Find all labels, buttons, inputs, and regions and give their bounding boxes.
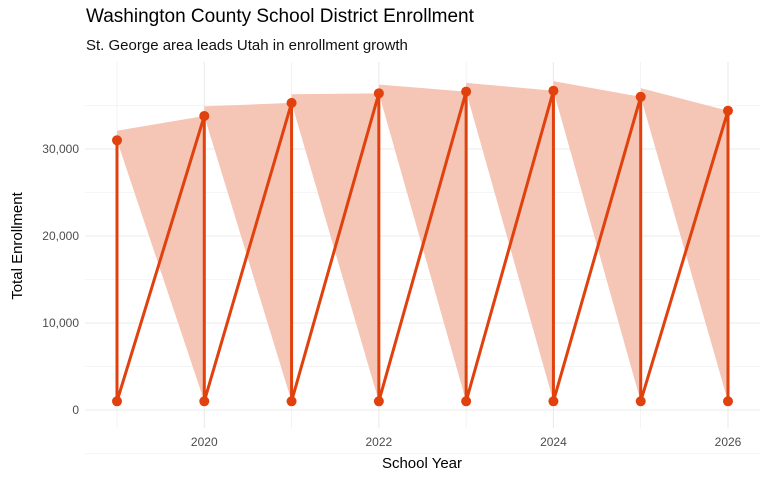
y-tick-label: 30,000 <box>42 142 79 156</box>
y-tick-label: 10,000 <box>42 316 79 330</box>
data-point-top <box>112 135 122 146</box>
y-tick-label: 20,000 <box>42 229 79 243</box>
data-point-bottom <box>723 396 733 407</box>
chart-subtitle: St. George area leads Utah in enrollment… <box>86 37 408 54</box>
ribbon-segment <box>640 88 728 402</box>
x-axis-title: School Year <box>382 455 462 472</box>
data-point-top <box>199 110 210 121</box>
y-tick-label: 0 <box>72 403 79 417</box>
data-point-top <box>723 105 733 116</box>
data-point-bottom <box>112 396 122 407</box>
ribbon-segment <box>553 81 641 402</box>
data-point-bottom <box>548 396 559 407</box>
data-point-top <box>373 88 384 99</box>
data-point-bottom <box>635 396 646 407</box>
data-point-bottom <box>461 396 472 407</box>
data-point-top <box>635 91 646 102</box>
y-axis-title: Total Enrollment <box>9 191 26 299</box>
x-tick-label: 2026 <box>715 435 742 449</box>
data-point-bottom <box>286 396 297 407</box>
data-point-bottom <box>199 396 210 407</box>
x-tick-label: 2022 <box>366 435 393 449</box>
data-point-top <box>548 85 559 96</box>
data-point-bottom <box>373 396 384 407</box>
x-tick-label: 2024 <box>540 435 567 449</box>
data-point-top <box>286 97 297 108</box>
data-point-top <box>461 86 472 97</box>
x-tick-label: 2020 <box>191 435 218 449</box>
chart-title: Washington County School District Enroll… <box>86 6 474 27</box>
enrollment-line <box>115 89 730 403</box>
